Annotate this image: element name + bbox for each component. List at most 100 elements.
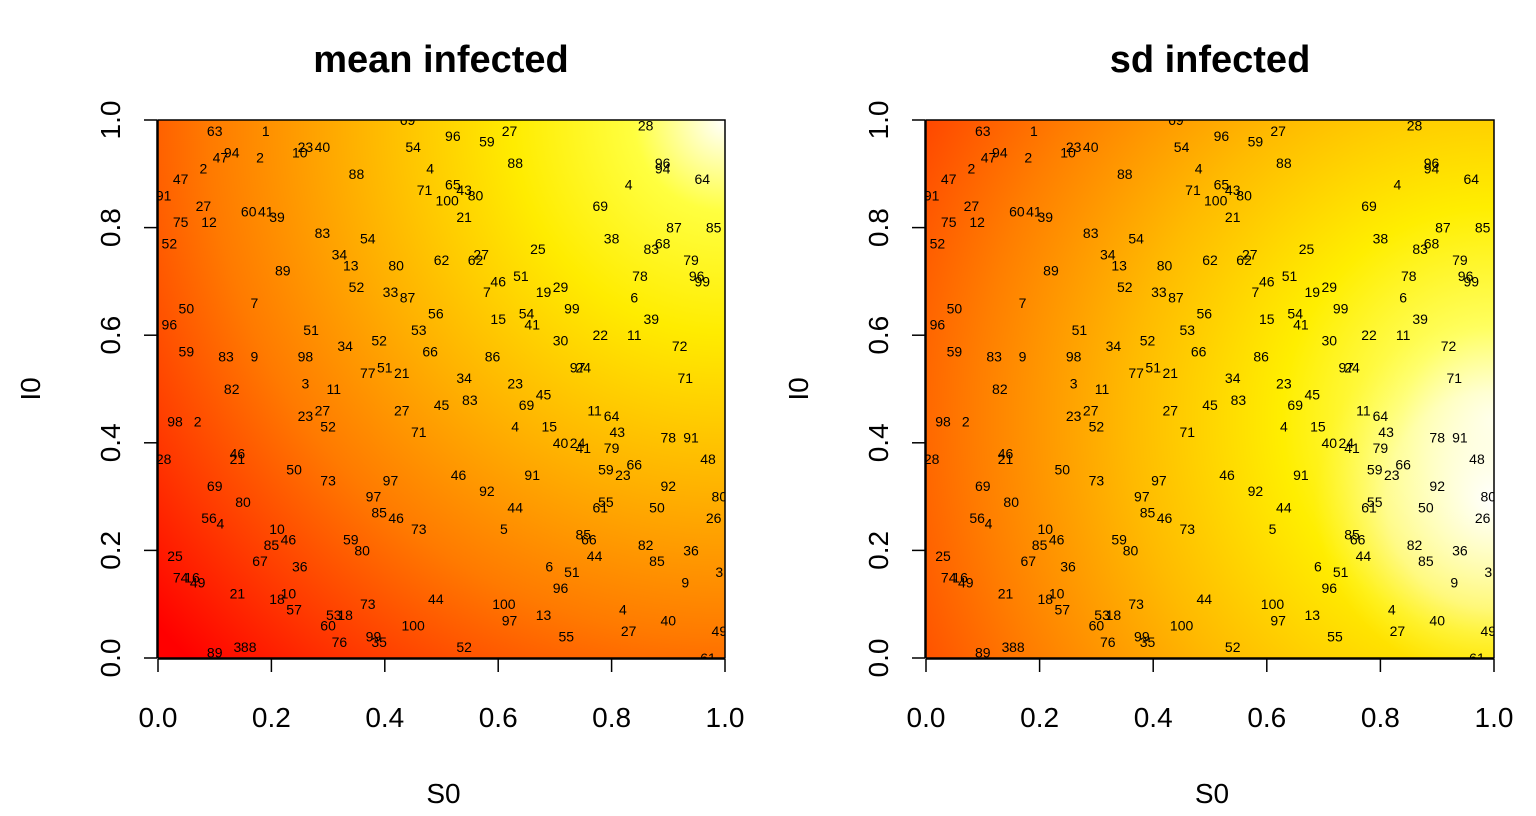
plot-frame [925, 119, 1495, 659]
point-label: 44 [428, 591, 444, 607]
point-label: 88 [349, 166, 365, 182]
y-tick-label: 0.2 [95, 531, 126, 570]
point-label: 40 [1083, 139, 1099, 155]
point-label: 49 [1481, 623, 1497, 639]
point-label: 83 [644, 241, 660, 257]
point-label: 51 [377, 359, 393, 375]
point-label: 41 [1344, 440, 1360, 456]
point-label: 73 [1179, 521, 1195, 537]
point-label: 51 [1072, 322, 1088, 338]
point-label: 75 [941, 214, 957, 230]
point-label: 3 [1070, 376, 1078, 392]
point-label: 79 [604, 440, 620, 456]
point-label: 59 [598, 462, 614, 478]
point-label: 77 [1128, 365, 1144, 381]
point-label: 46 [388, 510, 404, 526]
y-tick-label: 0.0 [863, 639, 894, 678]
point-label: 41 [1026, 203, 1042, 219]
point-label: 39 [644, 311, 660, 327]
point-label: 50 [1055, 462, 1071, 478]
point-label: 19 [536, 284, 552, 300]
x-tick-label: 1.0 [706, 702, 745, 733]
point-label: 2 [962, 413, 970, 429]
point-label: 18 [1037, 591, 1053, 607]
point-label: 69 [207, 478, 223, 494]
point-label: 85 [575, 526, 591, 542]
point-label: 82 [1407, 537, 1423, 553]
point-label: 46 [281, 532, 297, 548]
point-label: 61 [700, 650, 716, 666]
point-label: 66 [626, 456, 642, 472]
point-label: 16 [184, 569, 200, 585]
point-label: 23 [1276, 376, 1292, 392]
point-label: 76 [332, 634, 348, 650]
point-label: 40 [1321, 435, 1337, 451]
point-label: 80 [1003, 494, 1019, 510]
point-label: 94 [992, 144, 1008, 160]
point-label: 23 [1384, 467, 1400, 483]
heatmap-field [158, 120, 725, 658]
point-label: 50 [179, 300, 195, 316]
point-label: 45 [1202, 397, 1218, 413]
point-label: 44 [1197, 591, 1213, 607]
point-label: 92 [1248, 483, 1264, 499]
point-label: 85 [1475, 220, 1491, 236]
point-label: 27 [964, 198, 980, 214]
point-label: 3 [1484, 564, 1492, 580]
point-label: 27 [1270, 123, 1286, 139]
point-label: 59 [179, 343, 195, 359]
point-label: 86 [1253, 349, 1269, 365]
point-label: 44 [1356, 548, 1372, 564]
point-label: 97 [570, 359, 586, 375]
point-label: 86 [485, 349, 501, 365]
point-label: 82 [638, 537, 654, 553]
point-label: 60 [320, 618, 336, 634]
point-label: 61 [1361, 499, 1377, 515]
point-label: 25 [167, 548, 183, 564]
heatmap-highlight [926, 120, 1494, 658]
point-label: 82 [992, 381, 1008, 397]
point-label: 46 [490, 273, 506, 289]
point-label: 74 [941, 569, 957, 585]
point-label: 10 [281, 585, 297, 601]
point-label: 73 [360, 596, 376, 612]
point-label: 56 [201, 510, 217, 526]
point-label: 54 [360, 230, 376, 246]
point-label: 88 [241, 639, 257, 655]
point-label: 43 [1225, 182, 1241, 198]
point-label: 80 [1157, 257, 1173, 273]
point-label: 27 [1162, 403, 1178, 419]
point-label: 96 [1321, 580, 1337, 596]
point-label: 96 [445, 128, 461, 144]
point-label: 27 [196, 198, 212, 214]
point-label: 21 [394, 365, 410, 381]
point-label: 50 [649, 499, 665, 515]
point-label: 72 [1441, 338, 1457, 354]
point-label: 26 [1475, 510, 1491, 526]
point-label: 21 [230, 451, 246, 467]
point-label: 55 [1367, 494, 1383, 510]
point-label: 27 [502, 123, 518, 139]
point-label: 12 [201, 214, 217, 230]
point-label: 4 [1388, 602, 1396, 618]
y-tick-label: 0.0 [95, 639, 126, 678]
point-label: 62 [1236, 252, 1252, 268]
y-tick-label: 0.6 [863, 316, 894, 355]
point-label: 79 [1452, 252, 1468, 268]
point-label: 34 [1225, 370, 1241, 386]
plot-frame [157, 119, 726, 659]
point-label: 13 [1111, 257, 1127, 273]
point-label: 46 [1219, 467, 1235, 483]
point-label: 85 [264, 537, 280, 553]
point-label: 91 [683, 429, 699, 445]
point-label: 66 [1350, 532, 1366, 548]
point-label: 7 [483, 284, 491, 300]
point-label: 27 [473, 247, 489, 263]
point-label: 34 [1100, 247, 1116, 263]
point-label: 21 [998, 451, 1014, 467]
point-label: 66 [422, 343, 438, 359]
point-label: 13 [1304, 607, 1320, 623]
point-label: 76 [1100, 634, 1116, 650]
point-label: 44 [507, 499, 523, 515]
point-label: 99 [366, 628, 382, 644]
